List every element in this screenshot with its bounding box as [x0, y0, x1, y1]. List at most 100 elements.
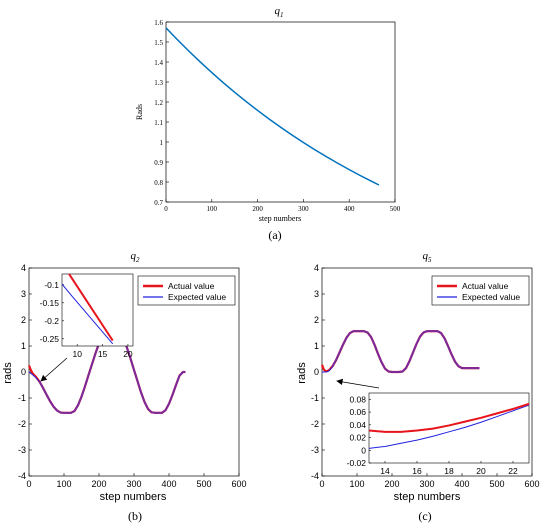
panel-b-legend: Actual value Expected value: [137, 275, 236, 306]
panel-a-ytick-label: 1.2: [154, 99, 163, 107]
panel-c-ytick-label: -3: [311, 445, 319, 455]
panel-c-inset-xtick-label: 20: [476, 466, 486, 476]
panel-c-legend-actual-label: Actual value: [462, 281, 509, 291]
panel-b-legend-box: [137, 275, 236, 306]
panel-a-xtick-label: 0: [164, 205, 168, 213]
panel-c-xlabel: step numbers: [394, 491, 461, 503]
panel-c-xtick-label: 300: [419, 479, 434, 489]
panel-c-ytick-label: 0: [314, 367, 319, 377]
panel-a-x-ticks: 0 100 200 300 400 500: [164, 199, 401, 213]
panel-c-xtick-label: 0: [319, 479, 324, 489]
panel-c-inset-area: [368, 392, 530, 464]
panel-c-inset-expected-line: [369, 404, 529, 449]
panel-a-series-line: [165, 27, 380, 186]
panel-b-inset-ytick-label: -0.25: [40, 334, 60, 344]
panel-b-caption: (b): [128, 509, 142, 523]
panel-c-ylabel: rads: [296, 362, 308, 384]
panel-c-inset-ytick-label: 0: [361, 445, 366, 455]
panel-c-inset: 14 16 18 20 22 -0.02 0 0.02 0.04 0.06 0.08: [347, 392, 530, 476]
panel-b-inset-x-ticks: 10 15 20: [72, 344, 133, 359]
panel-b-legend-expected-label: Expected value: [168, 292, 226, 302]
panel-c-inset-actual-line: [369, 402, 529, 433]
panel-c-inset-series: [369, 402, 529, 449]
panel-b-ytick-label: 0: [21, 367, 26, 377]
panel-b-ytick-label: 3: [21, 289, 26, 299]
panel-b-inset-ytick-label: -0.1: [44, 280, 59, 290]
panel-a-ytick-label: 1.5: [154, 39, 163, 47]
panel-a-caption: (a): [268, 228, 281, 242]
panel-a-ytick-label: 0.8: [154, 179, 163, 187]
panel-a-plot-area: [165, 21, 396, 203]
panel-a-xtick-label: 100: [207, 205, 218, 213]
panel-b-inset-ytick-label: -0.15: [40, 298, 60, 308]
panel-c-legend-box: [431, 275, 530, 306]
panel-b-xtick-label: 600: [231, 479, 246, 489]
panel-c-inset-xtick-label: 16: [412, 466, 422, 476]
panel-a-ylabel: Rads: [135, 104, 144, 120]
panel-c-inset-ytick-label: -0.02: [347, 458, 367, 468]
panel-c-ytick-label: -4: [311, 471, 319, 481]
panel-b-x-ticks: 0 100 200 300 400 500 600: [26, 473, 247, 489]
panel-c-inset-y-ticks: -0.02 0 0.02 0.04 0.06 0.08: [347, 394, 371, 468]
panel-b-inset-area: [61, 273, 134, 347]
panel-c-legend: Actual value Expected value: [431, 275, 530, 306]
panel-a: q1 0 100 200 300 400 500 0.7 0.8 0.9 1 1.1 1.2 1.3 1…: [135, 5, 401, 242]
panel-a-ytick-label: 0.9: [154, 159, 163, 167]
panel-a-title: q1: [275, 5, 284, 19]
panel-c-inset-xtick-label: 18: [444, 466, 454, 476]
panel-b-title: q2: [131, 250, 141, 264]
panel-c-overlap-line: [331, 330, 480, 373]
panel-c-x-ticks: 0 100 200 300 400 500 600: [319, 473, 540, 489]
panel-b-ytick-label: 1: [21, 341, 26, 351]
panel-a-xlabel: step numbers: [259, 214, 301, 223]
panel-c-xtick-label: 400: [454, 479, 469, 489]
panel-c-legend-expected-label: Expected value: [462, 292, 520, 302]
panel-a-xtick-label: 200: [252, 205, 263, 213]
panel-c-xtick-label: 500: [489, 479, 504, 489]
panel-b-inset-series: [62, 274, 114, 345]
panel-a-ytick-label: 1.6: [154, 19, 163, 27]
panel-c-zoom-arrow: [336, 378, 380, 389]
panel-b-inset-expected-line: [62, 283, 114, 345]
panel-b-y-ticks: -4 -3 -2 -1 0 1 2 3 4: [18, 263, 32, 481]
panel-b-ytick-label: -1: [18, 393, 26, 403]
panel-c-ytick-label: 4: [314, 263, 319, 273]
panel-a-ytick-label: 0.7: [154, 199, 163, 207]
panel-c-ytick-label: 3: [314, 289, 319, 299]
panel-c-y-ticks: -4 -3 -2 -1 0 1 2 3 4: [311, 263, 325, 481]
panel-b-inset-actual-line: [67, 274, 114, 342]
panel-c-inset-ytick-label: 0.06: [349, 407, 366, 417]
panel-c-ytick-label: 2: [314, 315, 319, 325]
panel-c-xtick-label: 200: [384, 479, 399, 489]
panel-b-inset: 10 15 20 -0.1 -0.15 -0.2 -0.25: [40, 273, 134, 359]
panel-b-inset-xtick-label: 15: [98, 349, 108, 359]
panel-a-series: [165, 27, 380, 186]
panel-b-ylabel: rads: [2, 362, 14, 384]
panel-c-xtick-label: 600: [524, 479, 539, 489]
panel-b-zoom-arrow: [40, 357, 68, 382]
panel-a-ytick-label: 1.1: [154, 119, 163, 127]
panel-b-ytick-label: -2: [18, 419, 26, 429]
panel-c-title: q5: [423, 250, 433, 264]
panel-c-inset-ytick-label: 0.08: [349, 394, 366, 404]
panel-b-ytick-label: 2: [21, 315, 26, 325]
panel-c-inset-ytick-label: 0.04: [349, 420, 366, 430]
panel-c-caption: (c): [418, 509, 431, 523]
panel-b-xtick-label: 300: [126, 479, 141, 489]
panel-a-ytick-label: 1: [160, 139, 164, 147]
panel-b-inset-xtick-label: 10: [72, 349, 82, 359]
panel-a-xtick-label: 300: [298, 205, 309, 213]
panel-b: q2 0 100 200 300 400 500 600 -4 -3 -2 -1 0 1 2 3 4 Act…: [2, 250, 247, 523]
panel-b-xlabel: step numbers: [100, 491, 167, 503]
panel-b-xtick-label: 500: [196, 479, 211, 489]
panel-b-ytick-label: -4: [18, 471, 26, 481]
panel-b-xtick-label: 200: [91, 479, 106, 489]
panel-c-series: [320, 330, 480, 374]
panel-c-inset-xtick-label: 14: [380, 466, 390, 476]
panel-c-ytick-label: -1: [311, 393, 319, 403]
panel-b-legend-actual-label: Actual value: [168, 281, 215, 291]
panel-a-y-ticks: 0.7 0.8 0.9 1 1.1 1.2 1.3 1.4 1.5 1.6: [154, 19, 169, 207]
panel-a-ytick-label: 1.4: [154, 59, 163, 67]
